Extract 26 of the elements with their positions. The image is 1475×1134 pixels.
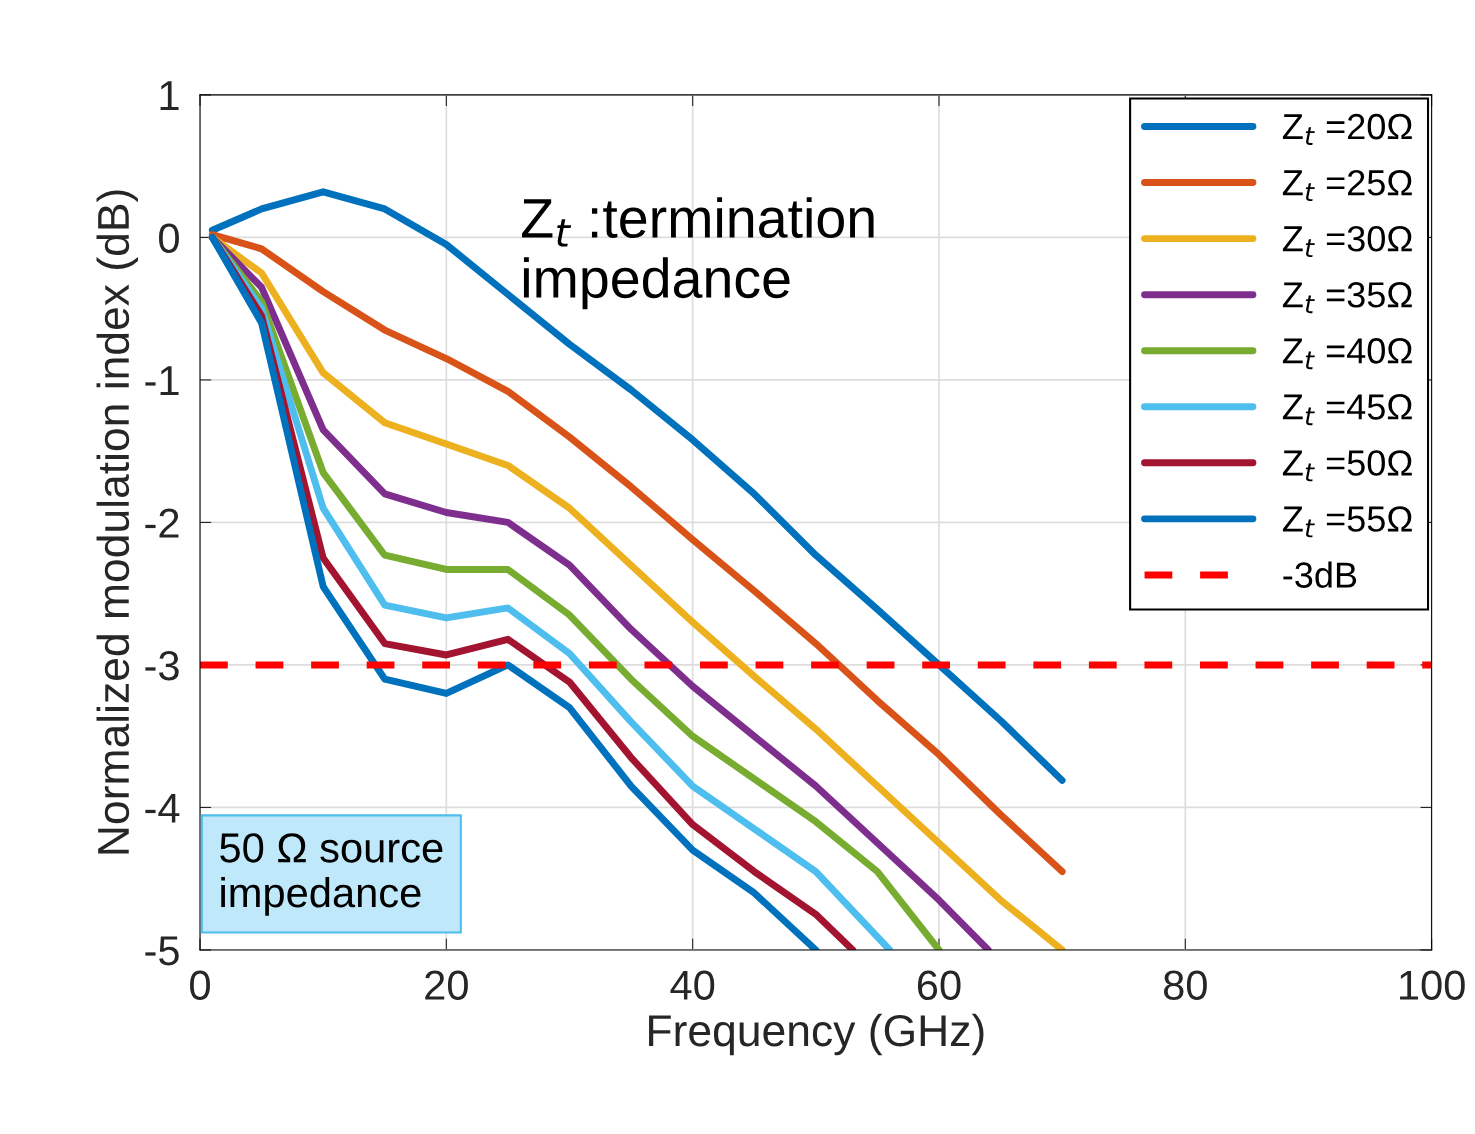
- x-tick-label: 40: [670, 970, 715, 1000]
- y-axis-title: Normalized modulation index (dB): [96, 190, 138, 854]
- legend-label: Z$_{t}$ =35Ω: [1282, 282, 1412, 314]
- legend-label: Z$_{t}$ =30Ω: [1282, 225, 1412, 258]
- y-tick-label: 1: [160, 81, 179, 111]
- annotation: 50 Ω source impedance: [220, 833, 443, 916]
- legend-label: Z$_{t}$ =25Ω: [1282, 169, 1412, 202]
- x-tick-label: 60: [917, 970, 961, 1000]
- x-axis-title: Frequency (GHz): [649, 1013, 984, 1056]
- y-tick-label: -5: [145, 936, 179, 966]
- x-tick-label: 100: [1400, 970, 1465, 1000]
- legend-label: Z$_{t}$ =40Ω: [1282, 338, 1412, 370]
- annotation: Z$_{t}$ :termination impedance: [521, 197, 874, 310]
- x-tick-label: 80: [1163, 970, 1207, 1000]
- legend-label: -3dB: [1283, 561, 1357, 588]
- legend-label: Z$_{t}$ =20Ω: [1282, 113, 1412, 145]
- y-tick-label: -1: [145, 366, 179, 396]
- legend-label: Z$_{t}$ =55Ω: [1282, 506, 1412, 538]
- y-tick-label: -4: [145, 793, 180, 823]
- y-tick-label: 0: [159, 223, 179, 253]
- legend-label: Z$_{t}$ =50Ω: [1282, 450, 1412, 482]
- x-tick-label: 20: [425, 970, 468, 1000]
- x-tick-label: 0: [190, 970, 210, 1000]
- y-tick-label: -3: [145, 650, 179, 681]
- y-tick-label: -2: [145, 508, 179, 538]
- legend-label: Z$_{t}$ =45Ω: [1282, 394, 1412, 426]
